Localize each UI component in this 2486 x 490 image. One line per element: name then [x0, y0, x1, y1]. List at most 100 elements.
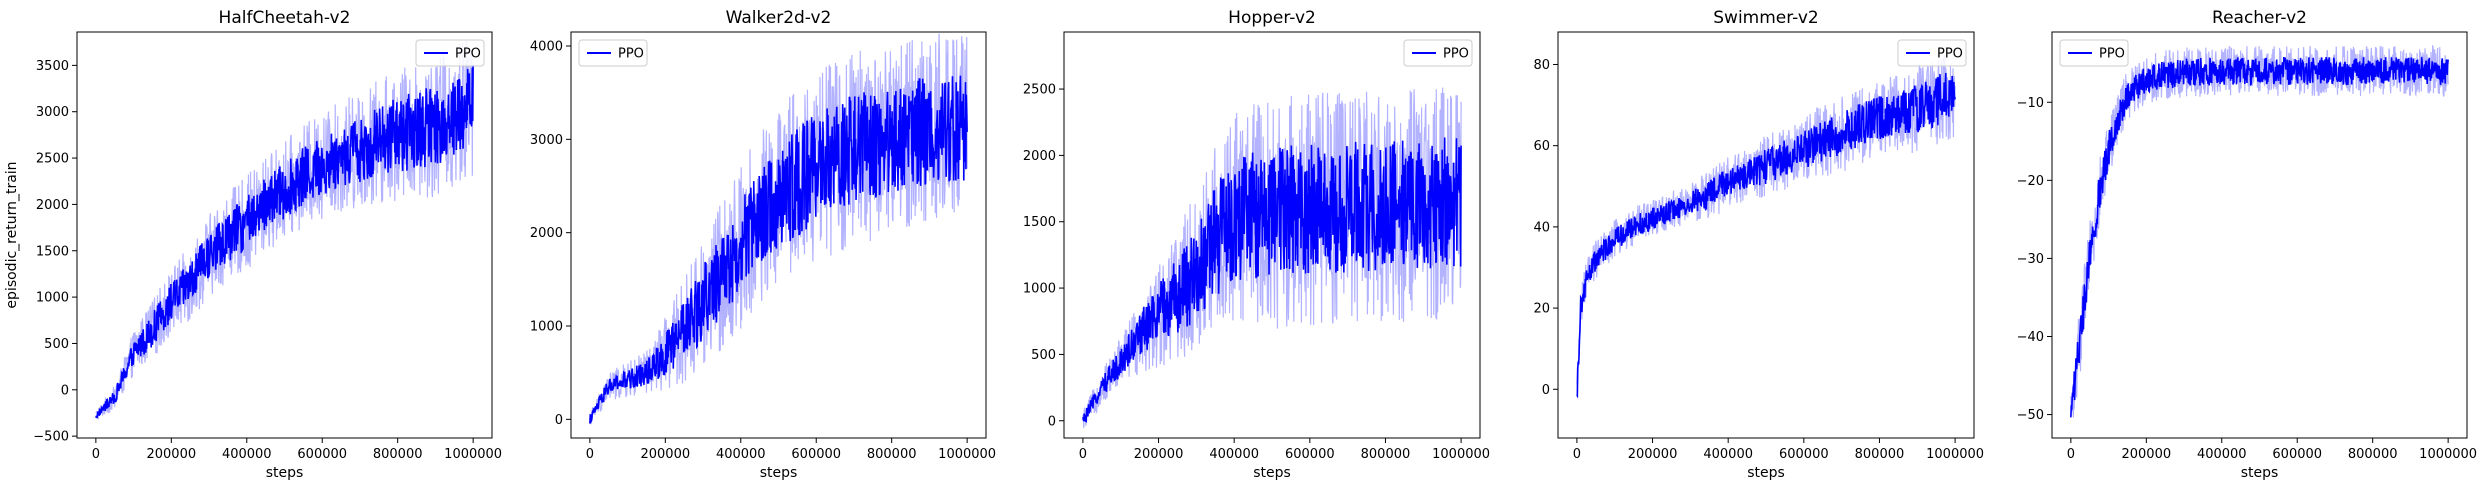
y-tick-label: 1000	[36, 291, 69, 306]
y-tick-label: 40	[1533, 220, 1550, 235]
legend-box	[2059, 39, 2129, 67]
chart-title: Reacher-v2	[2212, 8, 2307, 28]
x-tick-label: 800000	[867, 447, 917, 462]
x-axis-label: steps	[266, 465, 304, 481]
y-tick-label: 1500	[1023, 215, 1056, 230]
y-tick-label: −30	[2017, 252, 2044, 267]
x-tick-label: 800000	[373, 447, 423, 462]
y-tick-label: 2000	[36, 198, 69, 213]
x-tick-label: 200000	[1134, 447, 1184, 462]
x-tick-label: 1000000	[1926, 447, 1984, 462]
plot-area	[1082, 87, 1462, 429]
x-axis-label: steps	[1253, 465, 1291, 481]
x-tick-label: 400000	[2197, 447, 2247, 462]
x-tick-label: 1000000	[2419, 447, 2477, 462]
y-tick-label: 2500	[36, 152, 69, 167]
x-tick-label: 200000	[640, 447, 690, 462]
series-band	[95, 39, 474, 420]
y-tick-label: 2500	[1023, 83, 1056, 98]
y-tick-label: −50	[2017, 408, 2044, 423]
plot-area	[2070, 44, 2449, 418]
y-tick-label: 1000	[1023, 282, 1056, 297]
chart-panel: 0 200000 400000 600000 800000 1000000 −500 0 500…	[4, 8, 502, 481]
axes-frame	[76, 31, 493, 439]
series-line	[1576, 72, 1956, 399]
x-axis-label: steps	[1747, 465, 1785, 481]
legend: PPO	[2059, 39, 2129, 67]
series-line	[95, 64, 474, 419]
x-tick-label: 600000	[1285, 447, 1335, 462]
y-tick-label: 0	[1048, 414, 1056, 429]
y-tick-label: 60	[1533, 139, 1550, 154]
series-line	[2070, 56, 2449, 418]
y-tick-label: −500	[33, 430, 69, 445]
x-tick-label: 1000000	[1432, 447, 1490, 462]
y-tick-label: 3000	[530, 133, 563, 148]
x-axis-label: steps	[760, 465, 798, 481]
y-tick-label: 20	[1533, 302, 1550, 317]
legend-label: PPO	[618, 47, 644, 62]
legend-label: PPO	[2099, 47, 2125, 62]
legend-label: PPO	[1443, 47, 1469, 62]
chart-title: Walker2d-v2	[726, 8, 832, 28]
axes-frame	[1063, 31, 1481, 439]
plot-area	[589, 33, 968, 425]
y-tick-label: 0	[555, 413, 563, 428]
legend-box	[415, 39, 485, 67]
chart-panel: 0 200000 400000 600000 800000 1000000 0 500 1000…	[1023, 8, 1490, 481]
series-line	[1082, 137, 1462, 424]
x-tick-label: 200000	[2121, 447, 2171, 462]
x-tick-label: 400000	[222, 447, 272, 462]
x-tick-label: 600000	[297, 447, 347, 462]
x-tick-label: 600000	[1779, 447, 1829, 462]
y-tick-label: 0	[1542, 383, 1550, 398]
legend-label: PPO	[455, 47, 481, 62]
y-tick-label: 1500	[36, 244, 69, 259]
chart-panel: 0 200000 400000 600000 800000 1000000 −50 −40 −3…	[2017, 8, 2478, 481]
y-tick-label: 500	[1031, 348, 1056, 363]
legend: PPO	[1897, 39, 1967, 67]
x-tick-label: 200000	[1628, 447, 1678, 462]
y-tick-label: 500	[44, 337, 69, 352]
legend: PPO	[1403, 39, 1473, 67]
y-tick-label: 4000	[530, 40, 563, 55]
x-tick-label: 0	[586, 447, 594, 462]
y-tick-label: 0	[61, 383, 69, 398]
y-tick-label: 2000	[530, 226, 563, 241]
plot-area	[1576, 55, 1956, 399]
legend-box	[1897, 39, 1967, 67]
x-tick-label: 0	[1079, 447, 1087, 462]
x-tick-label: 800000	[2348, 447, 2398, 462]
chart-title: Swimmer-v2	[1713, 8, 1818, 28]
x-tick-label: 1000000	[444, 447, 502, 462]
plot-area	[95, 39, 474, 420]
chart-title: HalfCheetah-v2	[219, 8, 351, 28]
x-tick-label: 800000	[1361, 447, 1411, 462]
x-tick-label: 400000	[1209, 447, 1259, 462]
x-tick-label: 1000000	[938, 447, 996, 462]
y-tick-label: −10	[2017, 96, 2044, 111]
chart-panel: 0 200000 400000 600000 800000 1000000 0 1000 200…	[530, 8, 996, 481]
y-axis-label: episodic_return_train	[4, 161, 20, 308]
legend: PPO	[578, 39, 648, 67]
x-tick-label: 600000	[2272, 447, 2322, 462]
series-line	[589, 75, 968, 424]
legend-box	[1403, 39, 1473, 67]
x-tick-label: 0	[1573, 447, 1581, 462]
legend-box	[578, 39, 648, 67]
y-tick-label: 3500	[36, 59, 69, 74]
x-tick-label: 0	[2067, 447, 2075, 462]
x-tick-label: 0	[92, 447, 100, 462]
y-tick-label: 1000	[530, 320, 563, 335]
x-tick-label: 200000	[146, 447, 196, 462]
x-axis-label: steps	[2241, 465, 2279, 481]
x-tick-label: 400000	[1703, 447, 1753, 462]
x-tick-label: 600000	[791, 447, 841, 462]
axes-frame	[570, 31, 987, 439]
axes-frame	[2051, 31, 2468, 439]
chart-title: Hopper-v2	[1228, 8, 1316, 28]
x-tick-label: 800000	[1855, 447, 1905, 462]
chart-panel: 0 200000 400000 600000 800000 1000000 0 20 40 60 8…	[1533, 8, 1984, 481]
y-tick-label: 3000	[36, 105, 69, 120]
